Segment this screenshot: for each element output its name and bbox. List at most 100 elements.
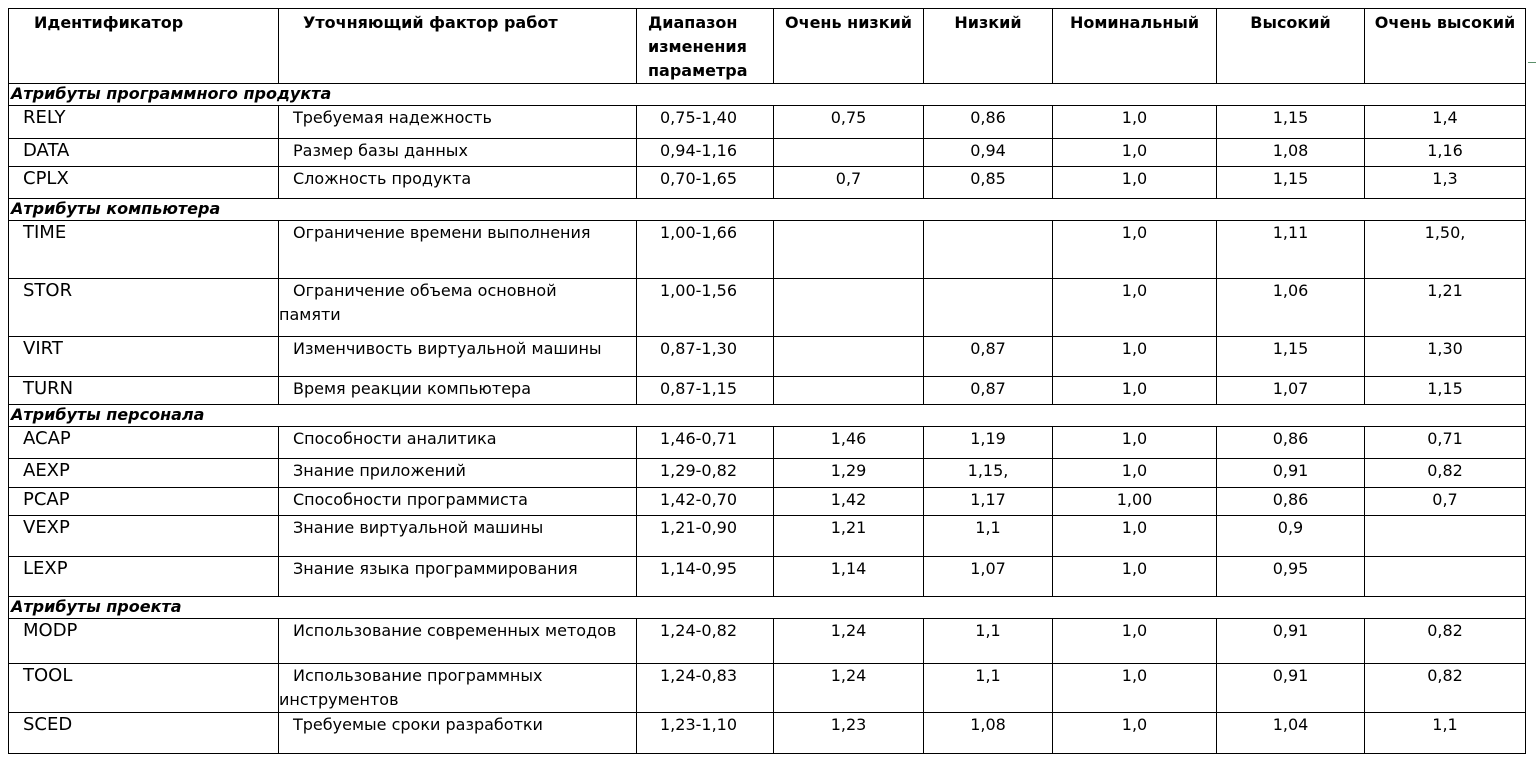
header-very-high: Очень высокий [1364, 8, 1526, 84]
cell-very-high: 1,30 [1364, 336, 1526, 377]
cell-high: 1,15 [1216, 166, 1365, 199]
cell-very-low [773, 376, 924, 405]
cell-nominal: 1,0 [1052, 556, 1217, 597]
factor-text-continued: инструментов [279, 690, 399, 709]
cell-very-high: 1,3 [1364, 166, 1526, 199]
cell-high: 1,15 [1216, 336, 1365, 377]
table-row: VIRT Изменчивость виртуальной машины 0,87-… [8, 336, 1526, 377]
cell-low: 1,19 [923, 426, 1053, 459]
cell-very-low: 0,7 [773, 166, 924, 199]
cell-nominal: 1,0 [1052, 166, 1217, 199]
section-row: Атрибуты персонала [8, 404, 1526, 427]
cell-very-high: 1,15 [1364, 376, 1526, 405]
cell-low: 0,94 [923, 138, 1053, 167]
cell-very-low [773, 138, 924, 167]
table-row: AEXP Знание приложений 1,29-0,82 1,29 1,15, 1… [8, 458, 1526, 488]
cell-id: AEXP [8, 458, 279, 488]
cell-factor: Время реакции компьютера [278, 376, 637, 405]
section-row: Атрибуты проекта [8, 596, 1526, 619]
table-row: DATA Размер базы данных 0,94-1,16 0,94 1,0 1,… [8, 138, 1526, 167]
cell-id: MODP [8, 618, 279, 664]
cell-low: 1,08 [923, 712, 1053, 754]
cell-id: LEXP [8, 556, 279, 597]
factor-text: Сложность продукта [293, 169, 472, 188]
cell-low: 1,1 [923, 618, 1053, 664]
factor-text-continued: памяти [279, 305, 341, 324]
cell-range: 0,87-1,30 [636, 336, 774, 377]
header-low: Низкий [923, 8, 1053, 84]
cell-range: 1,00-1,56 [636, 278, 774, 337]
cell-range: 0,75-1,40 [636, 105, 774, 139]
cell-range: 1,23-1,10 [636, 712, 774, 754]
cell-high: 1,07 [1216, 376, 1365, 405]
section-title: Атрибуты компьютера [8, 198, 1526, 221]
cell-nominal: 1,0 [1052, 336, 1217, 377]
cell-high: 0,86 [1216, 426, 1365, 459]
cell-range: 1,24-0,82 [636, 618, 774, 664]
cell-very-low: 1,24 [773, 618, 924, 664]
cell-range: 1,00-1,66 [636, 220, 774, 279]
cell-very-low: 1,46 [773, 426, 924, 459]
cell-very-low [773, 336, 924, 377]
cell-id: SCED [8, 712, 279, 754]
table-row: LEXP Знание языка программирования 1,14-0,… [8, 556, 1526, 597]
cell-low [923, 220, 1053, 279]
cell-range: 1,46-0,71 [636, 426, 774, 459]
cell-factor: Ограничение времени выполнения [278, 220, 637, 279]
cell-high: 1,06 [1216, 278, 1365, 337]
table-row: ACAP Способности аналитика 1,46-0,71 1,46 1,… [8, 426, 1526, 459]
cell-nominal: 1,0 [1052, 618, 1217, 664]
cell-high: 0,91 [1216, 663, 1365, 713]
cell-id: VEXP [8, 515, 279, 557]
cell-nominal: 1,0 [1052, 663, 1217, 713]
table-row: CPLX Сложность продукта 0,70-1,65 0,7 0,85 1,… [8, 166, 1526, 199]
cell-very-high [1364, 515, 1526, 557]
cell-low: 0,86 [923, 105, 1053, 139]
section-title: Атрибуты программного продукта [8, 83, 1526, 106]
cell-very-high: 1,4 [1364, 105, 1526, 139]
cell-factor: Знание приложений [278, 458, 637, 488]
cell-low: 0,85 [923, 166, 1053, 199]
cell-nominal: 1,0 [1052, 458, 1217, 488]
factor-text: Требуемые сроки разработки [293, 715, 543, 734]
factor-text: Способности программиста [293, 490, 528, 509]
cell-factor: Сложность продукта [278, 166, 637, 199]
table-row: TURN Время реакции компьютера 0,87-1,15 0,8… [8, 376, 1526, 405]
factor-text: Ограничение объема основной [293, 281, 557, 300]
cell-high: 0,91 [1216, 618, 1365, 664]
cell-high: 0,9 [1216, 515, 1365, 557]
factor-text: Знание виртуальной машины [293, 518, 544, 537]
cell-low: 1,07 [923, 556, 1053, 597]
cell-nominal: 1,0 [1052, 712, 1217, 754]
cell-high: 1,04 [1216, 712, 1365, 754]
cell-id: CPLX [8, 166, 279, 199]
cell-factor: Способности программиста [278, 487, 637, 516]
cell-factor: Знание языка программирования [278, 556, 637, 597]
cell-range: 1,21-0,90 [636, 515, 774, 557]
table-body: Атрибуты программного продукта RELY Требуе… [8, 83, 1526, 754]
cell-id: TIME [8, 220, 279, 279]
edge-mark [1528, 62, 1536, 63]
cell-nominal: 1,0 [1052, 426, 1217, 459]
factor-text: Размер базы данных [293, 141, 468, 160]
cell-id: TURN [8, 376, 279, 405]
factor-text: Изменчивость виртуальной машины [293, 339, 602, 358]
cell-low: 1,15, [923, 458, 1053, 488]
cell-factor: Способности аналитика [278, 426, 637, 459]
table-row: STOR Ограничение объема основной памяти 1,0… [8, 278, 1526, 337]
cell-very-low: 1,14 [773, 556, 924, 597]
cell-very-low: 0,75 [773, 105, 924, 139]
cell-high: 0,95 [1216, 556, 1365, 597]
cell-factor: Ограничение объема основной памяти [278, 278, 637, 337]
header-range: Диапазон изменения параметра [636, 8, 774, 84]
cell-nominal: 1,0 [1052, 376, 1217, 405]
table-row: PCAP Способности программиста 1,42-0,70 1,4… [8, 487, 1526, 516]
header-very-low: Очень низкий [773, 8, 924, 84]
table-row: SCED Требуемые сроки разработки 1,23-1,10 1… [8, 712, 1526, 754]
section-row: Атрибуты компьютера [8, 198, 1526, 221]
factor-text: Способности аналитика [293, 429, 497, 448]
cell-very-high: 1,1 [1364, 712, 1526, 754]
cell-very-low: 1,42 [773, 487, 924, 516]
cell-very-high: 0,71 [1364, 426, 1526, 459]
cell-low [923, 278, 1053, 337]
